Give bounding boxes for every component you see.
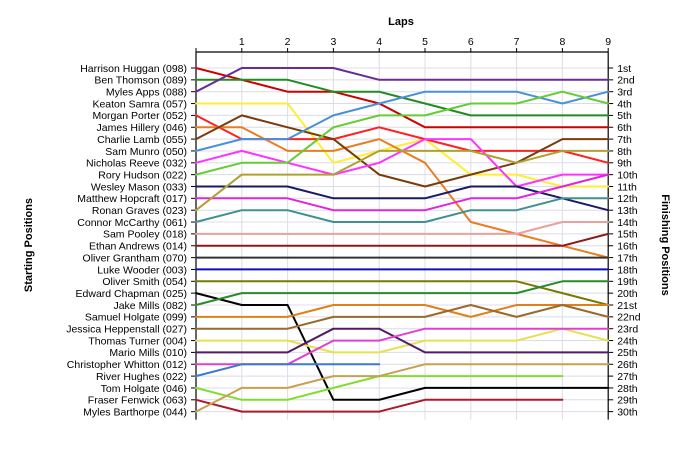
starting-position-label: River Hughes (022) [96,371,187,383]
finishing-position-label: 30th [617,406,638,418]
series-line [195,232,610,247]
series-line [195,197,610,223]
series-line [195,292,610,401]
starting-position-label: Myles Apps (088) [106,87,187,99]
starting-position-label: Ben Thomson (089) [94,75,187,87]
starting-position-label: Sam Pooley (018) [103,229,187,241]
starting-position-label: Jessica Heppenstall (027) [66,324,187,336]
series-line [195,304,610,318]
starting-position-label: James Hillery (046) [97,122,187,134]
finishing-position-label: 11th [617,181,637,193]
lap-tick-label: 5 [422,36,428,48]
starting-position-label: Rory Hudson (022) [98,169,187,181]
finishing-position-label: 23rd [617,324,638,336]
finishing-position-label: 12th [617,193,638,205]
starting-position-label: Ronan Graves (023) [92,205,187,217]
series-line [195,90,610,176]
finishing-position-label: 9th [617,158,632,170]
starting-position-label: Oliver Grantham (070) [83,252,187,264]
starting-position-label: Christopher Whitton (012) [67,359,187,371]
left-axis-title: Starting Positions [23,198,35,292]
starting-position-label: Morgan Porter (052) [92,110,187,122]
starting-position-label: Charlie Lamb (055) [97,134,187,146]
finishing-position-label: 28th [617,383,638,395]
chart-axes [191,48,614,420]
starting-position-label: Thomas Turner (004) [88,335,187,347]
lap-tick-label: 4 [376,36,382,48]
finishing-position-label: 24th [617,335,638,347]
starting-position-label: Oliver Smith (054) [102,276,187,288]
starting-position-label: Fraser Fenwick (063) [88,395,187,407]
series-line [195,90,610,152]
starting-position-label: Connor McCarthy (061) [77,217,187,229]
finishing-position-label: 29th [617,395,638,407]
finishing-position-label: 2nd [617,75,635,87]
series-line [195,173,610,212]
lap-tick-label: 3 [330,36,336,48]
starting-position-label: Wesley Mason (033) [91,181,187,193]
finishing-position-label: 10th [617,169,638,181]
series-line [195,363,610,413]
finishing-position-label: 20th [617,288,638,300]
lap-tick-label: 6 [468,36,474,48]
series-line [195,67,610,93]
starting-position-label: Tom Holgate (046) [101,383,187,395]
finishing-position-label: 21st [617,300,637,312]
finishing-position-label: 15th [617,229,638,241]
lap-tick-label: 9 [605,36,611,48]
lap-tick-label: 1 [239,36,245,48]
finishing-position-label: 25th [617,347,638,359]
top-axis-title: Laps [388,16,414,28]
starting-position-labels: Harrison Huggan (098)Ben Thomson (089)My… [66,63,187,419]
starting-position-label: Matthew Hopcraft (017) [77,193,187,205]
series-lines [195,67,610,413]
starting-position-label: Jake Mills (082) [113,300,187,312]
series-line [195,221,610,235]
finishing-position-label: 6th [617,122,632,134]
series-line [195,304,610,330]
series-line [195,327,610,354]
finishing-position-label: 13th [617,205,638,217]
starting-position-label: Samuel Holgate (099) [85,312,187,324]
finishing-position-label: 8th [617,146,632,158]
finishing-position-label: 26th [617,359,638,371]
series-line [195,280,610,306]
lap-tick-label: 7 [514,36,520,48]
starting-position-label: Sam Munro (050) [105,146,187,158]
starting-position-label: Keaton Samra (057) [92,98,187,110]
starting-position-label: Edward Chapman (025) [76,288,187,300]
series-line [195,398,564,413]
finishing-position-label: 17th [617,252,638,264]
finishing-position-label: 7th [617,134,632,146]
finishing-position-label: 5th [617,110,632,122]
lap-tick-label: 8 [559,36,565,48]
finishing-position-label: 22nd [617,312,641,324]
starting-position-label: Myles Barthorpe (044) [83,406,187,418]
series-line [195,114,610,188]
series-line [195,149,610,212]
finishing-position-label: 19th [617,276,638,288]
finishing-position-label: 14th [617,217,638,229]
starting-position-label: Nicholas Reeve (032) [86,158,187,170]
finishing-position-label: 16th [617,241,638,253]
finishing-position-label: 4th [617,98,632,110]
finishing-position-label: 1st [617,63,631,75]
lap-tick-labels: 1 2 3 4 5 6 7 8 9 [239,36,611,48]
series-line [195,363,381,378]
finishing-position-labels: 1st2nd3rd4th5th6th7th8th9th10th11th12th1… [617,63,641,419]
right-axis-title: Finishing Positions [659,194,671,295]
starting-position-label: Ethan Andrews (014) [89,241,187,253]
finishing-position-label: 27th [617,371,638,383]
finishing-position-label: 18th [617,264,638,276]
lap-tick-label: 2 [285,36,291,48]
starting-position-label: Mario Mills (010) [109,347,187,359]
series-line [195,327,610,354]
starting-position-label: Luke Wooder (003) [97,264,187,276]
starting-position-label: Harrison Huggan (098) [80,63,187,75]
finishing-position-label: 3rd [617,87,632,99]
